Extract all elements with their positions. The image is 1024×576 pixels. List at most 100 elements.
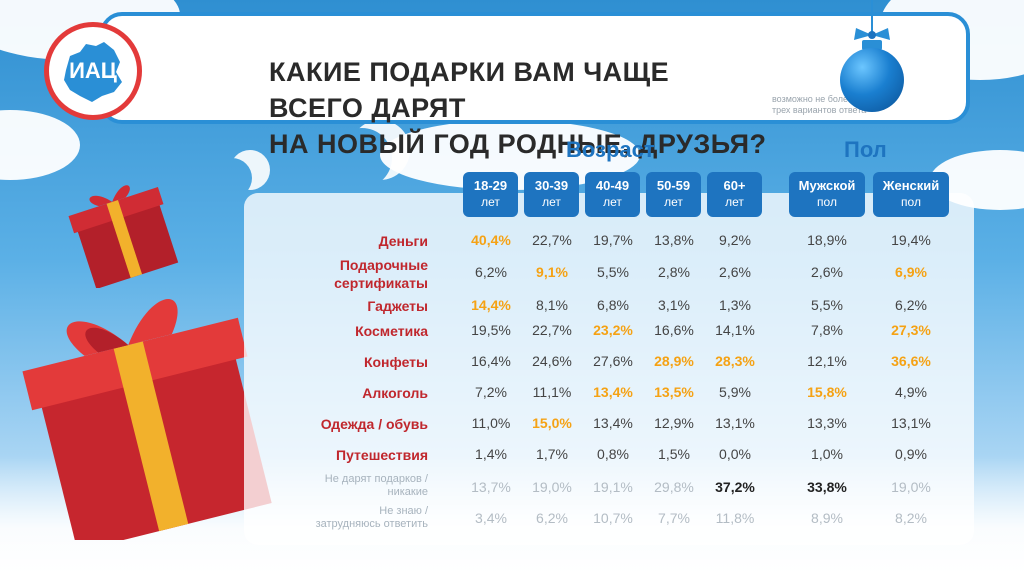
row-label-cosmetics: Косметика — [355, 323, 428, 339]
row-label-dont-know: Не знаю / затрудняюсь ответить — [315, 505, 428, 530]
table-cell: 16,4% — [471, 353, 511, 369]
table-cell: 0,0% — [719, 446, 751, 462]
table-cell: 19,0% — [532, 479, 572, 495]
table-cell: 14,4% — [471, 297, 511, 313]
table-cell: 19,7% — [593, 232, 633, 248]
table-cell: 8,9% — [811, 510, 843, 526]
column-header-age-60-plus: 60+ лет — [707, 172, 762, 217]
bow-icon — [854, 28, 890, 40]
table-cell: 2,6% — [719, 264, 751, 280]
page-title: КАКИЕ ПОДАРКИ ВАМ ЧАЩЕ ВСЕГО ДАРЯТ НА НО… — [269, 57, 767, 159]
table-panel — [244, 193, 974, 545]
table-cell: 2,6% — [811, 264, 843, 280]
column-header-female: Женский пол — [873, 172, 949, 217]
table-cell: 11,0% — [471, 415, 511, 431]
table-cell: 5,5% — [597, 264, 629, 280]
table-cell: 8,2% — [895, 510, 927, 526]
table-cell: 11,8% — [715, 510, 755, 526]
row-label-gadgets: Гаджеты — [367, 298, 428, 314]
table-cell: 5,9% — [719, 384, 751, 400]
table-cell: 2,8% — [658, 264, 690, 280]
table-cell: 15,8% — [807, 384, 847, 400]
table-cell: 36,6% — [891, 353, 931, 369]
column-header-age-50-59: 50-59 лет — [646, 172, 701, 217]
table-cell: 19,1% — [593, 479, 633, 495]
table-cell: 12,9% — [654, 415, 694, 431]
group-title-age: Возраст — [566, 137, 655, 162]
table-cell: 1,3% — [719, 297, 751, 313]
table-cell: 13,5% — [654, 384, 694, 400]
row-label-money: Деньги — [378, 233, 428, 249]
table-cell: 9,1% — [536, 264, 568, 280]
table-cell: 4,9% — [895, 384, 927, 400]
table-cell: 0,9% — [895, 446, 927, 462]
table-cell: 1,4% — [475, 446, 507, 462]
table-cell: 22,7% — [532, 232, 572, 248]
table-cell: 1,0% — [811, 446, 843, 462]
table-cell: 28,9% — [654, 353, 694, 369]
logo-text: ИАЦ — [69, 58, 117, 83]
table-cell: 18,9% — [807, 232, 847, 248]
ornament-cap — [862, 40, 882, 50]
table-cell: 28,3% — [715, 353, 755, 369]
logo: ИАЦ — [44, 22, 142, 120]
table-cell: 23,2% — [593, 322, 633, 338]
column-header-male: Мужской пол — [789, 172, 865, 217]
table-cell: 0,8% — [597, 446, 629, 462]
row-label-gift-certificates: Подарочные сертификаты — [334, 257, 428, 291]
table-cell: 33,8% — [807, 479, 847, 495]
table-cell: 12,1% — [807, 353, 847, 369]
cloud — [0, 110, 80, 180]
table-cell: 13,3% — [807, 415, 847, 431]
table-cell: 27,3% — [891, 322, 931, 338]
table-cell: 1,5% — [658, 446, 690, 462]
table-cell: 1,7% — [536, 446, 568, 462]
table-cell: 9,2% — [719, 232, 751, 248]
table-cell: 13,4% — [593, 415, 633, 431]
table-cell: 19,5% — [471, 322, 511, 338]
table-cell: 16,6% — [654, 322, 694, 338]
column-header-age-18-29: 18-29 лет — [463, 172, 518, 217]
row-label-alcohol: Алкоголь — [362, 385, 428, 401]
table-cell: 29,8% — [654, 479, 694, 495]
table-cell: 11,1% — [532, 384, 572, 400]
table-cell: 6,8% — [597, 297, 629, 313]
table-cell: 13,1% — [891, 415, 931, 431]
row-label-travel: Путешествия — [336, 447, 428, 463]
table-cell: 13,8% — [654, 232, 694, 248]
small-gift-icon — [68, 185, 179, 288]
table-cell: 19,4% — [891, 232, 931, 248]
ornament-string — [871, 0, 873, 36]
table-cell: 7,8% — [811, 322, 843, 338]
table-cell: 27,6% — [593, 353, 633, 369]
table-cell: 24,6% — [532, 353, 572, 369]
table-cell: 7,2% — [475, 384, 507, 400]
table-cell: 37,2% — [715, 479, 755, 495]
subtitle-note: возможно не более трех вариантов ответа — [772, 94, 867, 115]
table-cell: 10,7% — [593, 510, 633, 526]
table-cell: 13,7% — [471, 479, 511, 495]
table-cell: 3,4% — [475, 510, 507, 526]
column-header-age-30-39: 30-39 лет — [524, 172, 579, 217]
table-cell: 7,7% — [658, 510, 690, 526]
moon — [230, 150, 270, 190]
table-cell: 6,2% — [895, 297, 927, 313]
christmas-ornament-icon — [840, 48, 904, 112]
header-banner: КАКИЕ ПОДАРКИ ВАМ ЧАЩЕ ВСЕГО ДАРЯТ НА НО… — [100, 12, 970, 159]
region-map-icon — [64, 42, 122, 102]
column-header-age-40-49: 40-49 лет — [585, 172, 640, 217]
table-cell: 13,4% — [593, 384, 633, 400]
table-cell: 6,2% — [475, 264, 507, 280]
big-gift-icon — [22, 299, 272, 540]
table-cell: 19,0% — [891, 479, 931, 495]
table-cell: 5,5% — [811, 297, 843, 313]
table-cell: 40,4% — [471, 232, 511, 248]
table-cell: 6,2% — [536, 510, 568, 526]
table-cell: 14,1% — [715, 322, 755, 338]
row-label-sweets: Конфеты — [363, 354, 428, 370]
group-title-gender: Пол — [844, 137, 887, 162]
table-cell: 6,9% — [895, 264, 927, 280]
row-label-clothes: Одежда / обувь — [320, 416, 428, 432]
table-cell: 3,1% — [658, 297, 690, 313]
table-cell: 22,7% — [532, 322, 572, 338]
